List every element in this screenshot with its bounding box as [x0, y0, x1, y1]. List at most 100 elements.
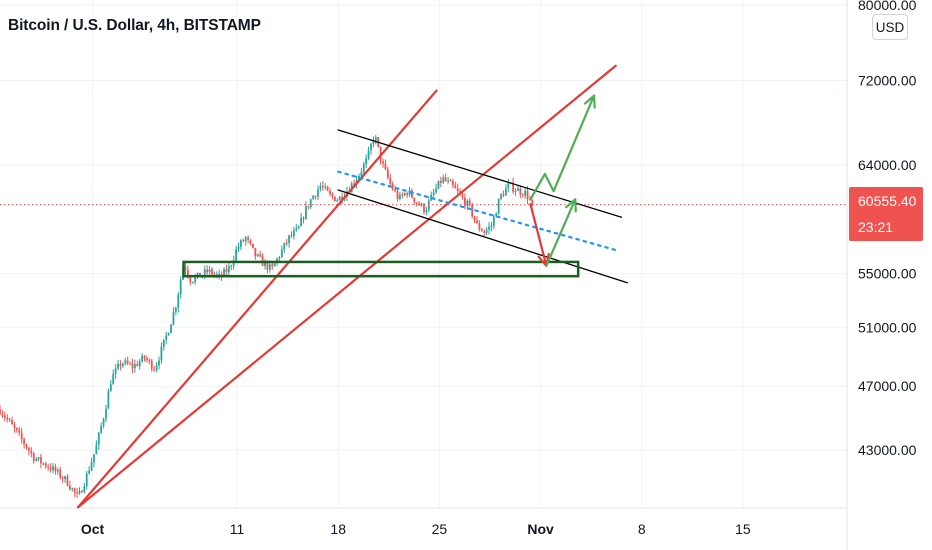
- candle-body: [129, 363, 131, 365]
- time-axis-label: 25: [432, 521, 448, 537]
- candle-body: [476, 220, 478, 224]
- candle-body: [326, 186, 329, 191]
- channel-mid-dotted-line: [337, 170, 619, 252]
- candle-body: [415, 202, 418, 204]
- currency-badge[interactable]: USD: [872, 14, 908, 40]
- candle-body: [47, 466, 50, 468]
- candle-body: [100, 425, 103, 433]
- candle-body: [223, 268, 225, 277]
- time-axis-label: Oct: [81, 521, 105, 537]
- candle-body: [66, 476, 69, 486]
- candle-body: [90, 462, 93, 471]
- candle-body: [102, 418, 105, 426]
- candle-body: [28, 448, 30, 451]
- candle-body: [206, 269, 209, 273]
- candle-body: [394, 189, 396, 191]
- candle-body: [174, 307, 177, 312]
- candle-body: [124, 360, 127, 364]
- candle-body: [451, 181, 454, 186]
- candle-body: [8, 419, 11, 421]
- drawings[interactable]: [76, 64, 628, 509]
- candle-body: [367, 150, 370, 159]
- last-price-value: 60555.40: [858, 193, 917, 209]
- candle-body: [413, 197, 416, 203]
- bar-countdown: 23:21: [858, 219, 894, 235]
- candle-body: [300, 217, 303, 227]
- candle-body: [247, 237, 250, 240]
- candle-body: [401, 194, 404, 196]
- time-axis[interactable]: Oct 11 18 25 Nov 8 15: [81, 521, 751, 537]
- candle-body: [249, 239, 252, 244]
- candle-body: [312, 195, 315, 200]
- time-axis-label: 15: [735, 521, 751, 537]
- candle-body: [283, 242, 286, 250]
- candle-body: [64, 476, 66, 479]
- candle-body: [93, 454, 95, 463]
- candle-body: [237, 246, 240, 250]
- candle-body: [384, 163, 387, 170]
- chart-grid: [0, 0, 847, 508]
- candle-body: [512, 182, 515, 192]
- candle-body: [341, 196, 343, 200]
- candle-body: [61, 477, 64, 479]
- candle-body: [172, 311, 175, 325]
- candle-body: [25, 444, 28, 449]
- candle-body: [30, 450, 33, 454]
- candle-body: [526, 190, 529, 200]
- candle-body: [165, 335, 168, 340]
- candle-body: [411, 190, 413, 198]
- candle-body: [42, 463, 45, 465]
- candle-body: [447, 180, 449, 182]
- candle-body: [49, 467, 52, 471]
- candle-body: [208, 269, 211, 273]
- time-axis-label: 11: [230, 521, 245, 537]
- candle-body: [396, 190, 399, 199]
- candle-body: [266, 261, 269, 270]
- candle-body: [319, 185, 322, 190]
- candle-body: [254, 247, 257, 257]
- candle-body: [126, 360, 129, 364]
- candle-body: [117, 363, 119, 369]
- candle-body: [54, 466, 57, 472]
- candle-body: [435, 188, 437, 193]
- candle-body: [227, 266, 230, 272]
- candle-body: [473, 216, 476, 221]
- projection-down-arrow: [529, 202, 548, 267]
- candle-body: [71, 488, 74, 490]
- candle-body: [230, 265, 233, 267]
- candle-body: [136, 364, 139, 366]
- candle-body: [3, 415, 6, 418]
- candle-body: [109, 384, 112, 392]
- chart-title: Bitcoin / U.S. Dollar, 4h, BITSTAMP: [8, 17, 261, 34]
- candle-body: [35, 459, 38, 461]
- candle-body: [97, 432, 100, 445]
- projection-up-arrow: [545, 198, 577, 267]
- candle-body: [504, 188, 507, 196]
- candle-body: [423, 203, 425, 213]
- candle-body: [239, 240, 242, 247]
- price-axis-label: 51000.00: [858, 320, 917, 336]
- candle-body: [150, 360, 153, 370]
- candle-body: [6, 417, 9, 420]
- candle-body: [307, 206, 310, 208]
- candle-body: [119, 363, 122, 366]
- candle-body: [391, 183, 394, 190]
- steep-trendline: [76, 89, 438, 509]
- candle-body: [531, 199, 534, 205]
- candle-body: [15, 427, 18, 431]
- candle-body: [517, 188, 519, 191]
- candle-body: [292, 230, 295, 236]
- last-price-tag: 60555.40 23:21: [849, 187, 923, 241]
- candle-body: [437, 180, 440, 189]
- candle-body: [480, 229, 483, 232]
- candle-body: [138, 361, 141, 366]
- price-axis[interactable]: 80000.00 72000.00 64000.00 55000.00 51000.00…: [858, 0, 917, 458]
- candle-body: [83, 486, 86, 493]
- candle-body: [148, 360, 151, 362]
- candle-body: [406, 193, 409, 195]
- candle-body: [194, 276, 197, 283]
- candle-body: [114, 368, 117, 374]
- candle-body: [514, 190, 517, 192]
- candle-body: [442, 177, 445, 183]
